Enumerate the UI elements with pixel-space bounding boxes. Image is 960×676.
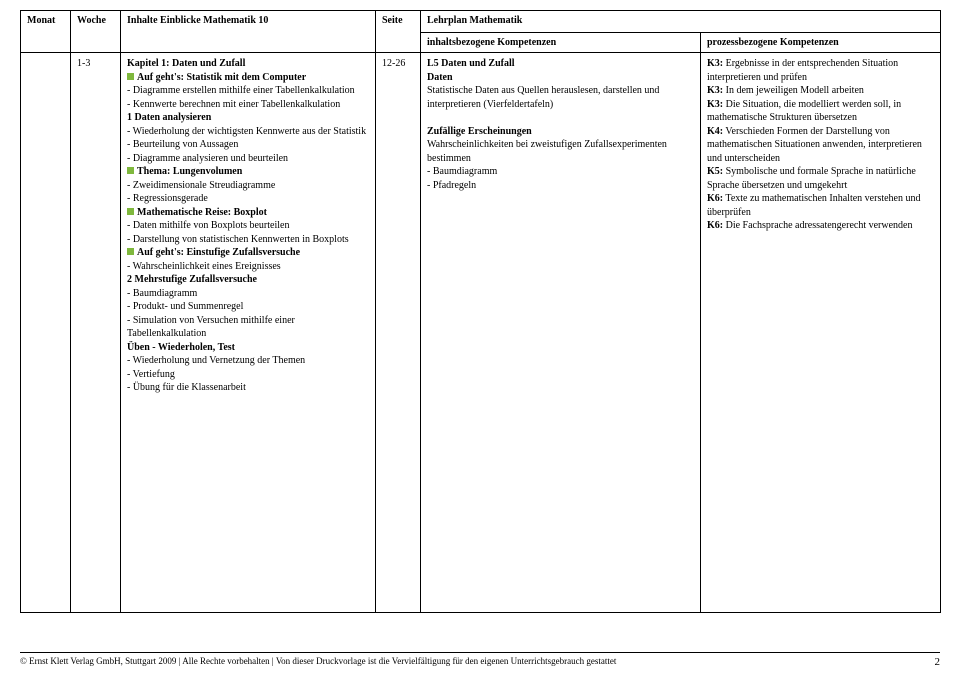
inhalte-l16: - Übung für die Klassenarbeit — [127, 381, 369, 395]
k2-6a: K6: — [707, 193, 723, 204]
inhalte-l3: - Wiederholung der wichtigsten Kennwerte… — [127, 125, 369, 139]
inhalte-b1: 1 Daten analysieren — [127, 111, 369, 125]
komp1-h2: Daten — [427, 71, 694, 85]
col-header-prozessbezogen: prozessbezogene Kompetenzen — [701, 33, 941, 53]
inhalte-l12: - Produkt- und Summenregel — [127, 300, 369, 314]
page-number: 2 — [935, 656, 941, 668]
k2-6b: Texte zu mathematischen Inhalten versteh… — [707, 193, 921, 218]
k2-7a: K6: — [707, 220, 723, 231]
k2-4a: K4: — [707, 126, 723, 137]
col-header-woche: Woche — [71, 11, 121, 53]
inhalte-l13: - Simulation von Versuchen mithilfe eine… — [127, 314, 369, 341]
inhalte-g4: Auf geht's: Einstufige Zufallsversuche — [137, 247, 300, 258]
cell-inhalte: Kapitel 1: Daten und Zufall Auf geht's: … — [121, 53, 376, 613]
komp1-l1: Statistische Daten aus Quellen herausles… — [427, 84, 694, 111]
inhalte-b3: Üben - Wiederholen, Test — [127, 341, 369, 355]
cell-komp2: K3: Ergebnisse in der entsprechenden Sit… — [701, 53, 941, 613]
bullet-icon — [127, 73, 134, 80]
k2-2a: K3: — [707, 85, 723, 96]
col-header-inhalte: Inhalte Einblicke Mathematik 10 — [121, 11, 376, 53]
k2-4b: Verschieden Formen der Darstellung von m… — [707, 126, 922, 164]
inhalte-l15: - Vertiefung — [127, 368, 369, 382]
k2-3b: Die Situation, die modelliert werden sol… — [707, 99, 901, 124]
inhalte-b2: 2 Mehrstufige Zufallsversuche — [127, 273, 369, 287]
k2-7b: Die Fachsprache adressatengerecht verwen… — [723, 220, 912, 231]
copyright-text: © Ernst Klett Verlag GmbH, Stuttgart 200… — [20, 656, 616, 668]
komp1-l4: - Pfadregeln — [427, 179, 694, 193]
inhalte-l8: - Daten mithilfe von Boxplots beurteilen — [127, 219, 369, 233]
col-header-inhaltsbezogen: inhaltsbezogene Kompetenzen — [421, 33, 701, 53]
inhalte-g2: Thema: Lungenvolumen — [137, 166, 242, 177]
cell-seite: 12-26 — [376, 53, 421, 613]
curriculum-table: Monat Woche Inhalte Einblicke Mathematik… — [20, 10, 941, 613]
k2-5b: Symbolische und formale Sprache in natür… — [707, 166, 916, 191]
komp1-l2: Wahrscheinlichkeiten bei zweistufigen Zu… — [427, 138, 694, 165]
page-container: Monat Woche Inhalte Einblicke Mathematik… — [0, 0, 960, 676]
bullet-icon — [127, 208, 134, 215]
komp1-h1: L5 Daten und Zufall — [427, 57, 694, 71]
inhalte-l1: - Diagramme erstellen mithilfe einer Tab… — [127, 84, 369, 98]
inhalte-l4: - Beurteilung von Aussagen — [127, 138, 369, 152]
inhalte-l10: - Wahrscheinlichkeit eines Ereignisses — [127, 260, 369, 274]
k2-5a: K5: — [707, 166, 723, 177]
page-footer: © Ernst Klett Verlag GmbH, Stuttgart 200… — [20, 652, 940, 668]
cell-woche: 1-3 — [71, 53, 121, 613]
col-header-seite: Seite — [376, 11, 421, 53]
inhalte-l2: - Kennwerte berechnen mit einer Tabellen… — [127, 98, 369, 112]
komp1-l3: - Baumdiagramm — [427, 165, 694, 179]
inhalte-l5: - Diagramme analysieren und beurteilen — [127, 152, 369, 166]
cell-komp1: L5 Daten und Zufall Daten Statistische D… — [421, 53, 701, 613]
chapter-title: Kapitel 1: Daten und Zufall — [127, 57, 369, 71]
col-header-monat: Monat — [21, 11, 71, 53]
inhalte-l14: - Wiederholung und Vernetzung der Themen — [127, 354, 369, 368]
inhalte-g3: Mathematische Reise: Boxplot — [137, 207, 267, 218]
k2-1a: K3: — [707, 58, 723, 69]
inhalte-l6: - Zweidimensionale Streudiagramme — [127, 179, 369, 193]
bullet-icon — [127, 248, 134, 255]
k2-1b: Ergebnisse in der entsprechenden Situati… — [707, 58, 898, 83]
inhalte-l11: - Baumdiagramm — [127, 287, 369, 301]
inhalte-g1: Auf geht's: Statistik mit dem Computer — [137, 72, 306, 83]
col-header-lehrplan: Lehrplan Mathematik — [421, 11, 941, 33]
cell-monat — [21, 53, 71, 613]
inhalte-l9: - Darstellung von statistischen Kennwert… — [127, 233, 369, 247]
inhalte-l7: - Regressionsgerade — [127, 192, 369, 206]
bullet-icon — [127, 167, 134, 174]
k2-3a: K3: — [707, 99, 723, 110]
komp1-h3: Zufällige Erscheinungen — [427, 125, 694, 139]
k2-2b: In dem jeweiligen Modell arbeiten — [723, 85, 864, 96]
